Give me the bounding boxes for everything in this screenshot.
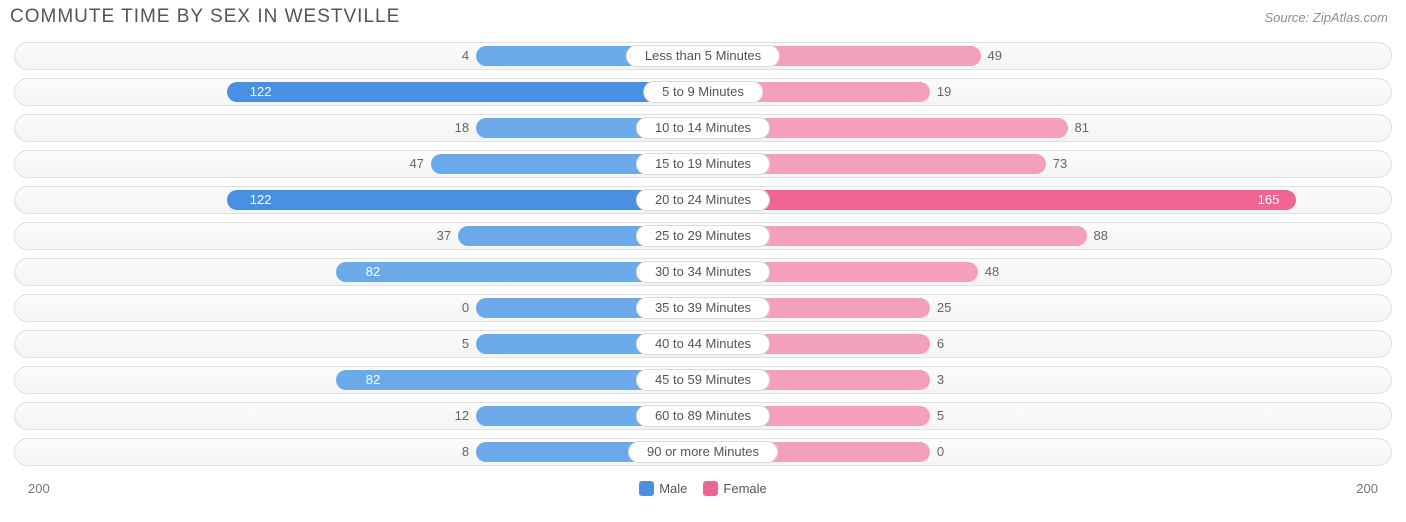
- male-value: 12: [455, 406, 469, 426]
- chart-row: 15 to 19 Minutes 47 73: [14, 150, 1392, 178]
- row-label-pill: 25 to 29 Minutes: [636, 225, 770, 247]
- male-value: 18: [455, 118, 469, 138]
- female-value: 73: [1053, 154, 1067, 174]
- chart-row: 25 to 29 Minutes 37 88: [14, 222, 1392, 250]
- female-value: 6: [937, 334, 944, 354]
- female-value: 0: [937, 442, 944, 462]
- chart-row: 40 to 44 Minutes 5 6: [14, 330, 1392, 358]
- legend-item-female: Female: [703, 481, 766, 496]
- male-bar: [227, 190, 703, 210]
- chart-row: 60 to 89 Minutes 12 5: [14, 402, 1392, 430]
- legend: Male Female: [639, 481, 767, 496]
- chart-area: Less than 5 Minutes 4 49 5 to 9 Minutes 122 1…: [0, 32, 1406, 466]
- female-value: 19: [937, 82, 951, 102]
- female-value: 81: [1074, 118, 1088, 138]
- female-value: 165: [1247, 190, 1279, 210]
- male-value: 5: [462, 334, 469, 354]
- row-label-pill: 40 to 44 Minutes: [636, 333, 770, 355]
- legend-label-male: Male: [659, 481, 687, 496]
- chart-row: 20 to 24 Minutes 122 165: [14, 186, 1392, 214]
- chart-row: 45 to 59 Minutes 82 3: [14, 366, 1392, 394]
- male-value: 0: [462, 298, 469, 318]
- male-bar: [227, 82, 703, 102]
- female-value: 49: [988, 46, 1002, 66]
- legend-label-female: Female: [723, 481, 766, 496]
- male-value: 47: [409, 154, 423, 174]
- female-value: 25: [937, 298, 951, 318]
- female-value: 48: [985, 262, 999, 282]
- legend-swatch-female: [703, 481, 718, 496]
- chart-row: 35 to 39 Minutes 0 25: [14, 294, 1392, 322]
- row-label-pill: 45 to 59 Minutes: [636, 369, 770, 391]
- female-value: 3: [937, 370, 944, 390]
- chart-row: 5 to 9 Minutes 122 19: [14, 78, 1392, 106]
- row-label-pill: 60 to 89 Minutes: [636, 405, 770, 427]
- female-bar: [703, 190, 1296, 210]
- chart-source: Source: ZipAtlas.com: [1264, 10, 1388, 25]
- male-value: 37: [437, 226, 451, 246]
- chart-row: 10 to 14 Minutes 18 81: [14, 114, 1392, 142]
- chart-title: COMMUTE TIME BY SEX IN WESTVILLE: [10, 6, 400, 28]
- row-label-pill: 10 to 14 Minutes: [636, 117, 770, 139]
- male-value: 122: [244, 82, 272, 102]
- legend-item-male: Male: [639, 481, 687, 496]
- row-label-pill: 90 or more Minutes: [628, 441, 778, 463]
- chart-row: 30 to 34 Minutes 82 48: [14, 258, 1392, 286]
- row-label-pill: 15 to 19 Minutes: [636, 153, 770, 175]
- axis-max-right: 200: [1356, 481, 1378, 496]
- chart-row: 90 or more Minutes 8 0: [14, 438, 1392, 466]
- male-value: 82: [352, 262, 380, 282]
- axis-max-left: 200: [28, 481, 50, 496]
- female-value: 88: [1094, 226, 1108, 246]
- legend-swatch-male: [639, 481, 654, 496]
- row-label-pill: 30 to 34 Minutes: [636, 261, 770, 283]
- male-value: 8: [462, 442, 469, 462]
- row-label-pill: Less than 5 Minutes: [626, 45, 780, 67]
- female-value: 5: [937, 406, 944, 426]
- chart-row: Less than 5 Minutes 4 49: [14, 42, 1392, 70]
- row-label-pill: 5 to 9 Minutes: [643, 81, 763, 103]
- male-value: 4: [462, 46, 469, 66]
- row-label-pill: 35 to 39 Minutes: [636, 297, 770, 319]
- row-label-pill: 20 to 24 Minutes: [636, 189, 770, 211]
- male-value: 122: [244, 190, 272, 210]
- male-value: 82: [352, 370, 380, 390]
